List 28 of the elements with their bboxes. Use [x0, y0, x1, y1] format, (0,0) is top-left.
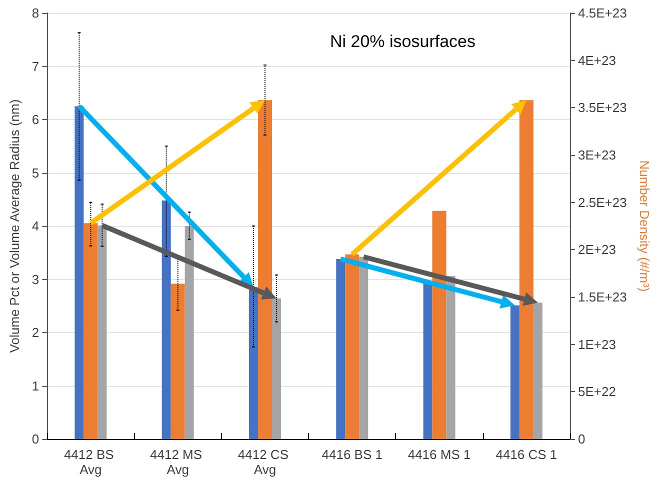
x-tick-label: 4412 CS Avg — [238, 447, 292, 477]
x-tick-label: 4412 BS Avg — [64, 447, 118, 477]
y-tick-label: 3 — [32, 272, 40, 287]
y2-tick-label: 3.5E+23 — [578, 100, 627, 116]
y2-tick-label: 4.5E+23 — [578, 6, 627, 20]
y-tick-label: 5 — [32, 165, 40, 180]
x-tick-label: 4416 MS 1 — [408, 447, 471, 462]
y-tick-label: 6 — [32, 112, 40, 127]
y2-tick-label: 3E+23 — [578, 148, 616, 162]
y2-tick-label: 5E+22 — [578, 384, 616, 400]
y2-tick-label: 1E+23 — [578, 336, 616, 352]
y2-tick-label: 2.5E+23 — [578, 194, 627, 210]
x-tick-label: 4416 CS 1 — [496, 447, 558, 462]
y2-tick-label: 4E+23 — [578, 52, 616, 68]
y2-tick-label: 1.5E+23 — [578, 290, 627, 304]
y-tick-label: 4 — [32, 218, 40, 234]
x-tick-label: 4412 MS Avg — [150, 447, 206, 477]
y-tick-label: 7 — [32, 58, 40, 74]
text: Ni 20% isosurfaces — [330, 32, 476, 51]
x-tick-label: 4416 BS 1 — [322, 447, 382, 462]
y-tick-label: 1 — [32, 378, 40, 394]
y-tick-label: 8 — [32, 6, 40, 20]
y2-tick-label: 0 — [578, 432, 586, 446]
y-tick-label: 0 — [32, 432, 40, 446]
y-tick-label: 2 — [32, 325, 40, 340]
y2-axis-title: Number Density (#/m³) — [637, 160, 652, 292]
y2-tick-label: 2E+23 — [578, 242, 616, 258]
y-axis-title: Volume Pct or Volume Average Radius (nm) — [7, 99, 22, 353]
